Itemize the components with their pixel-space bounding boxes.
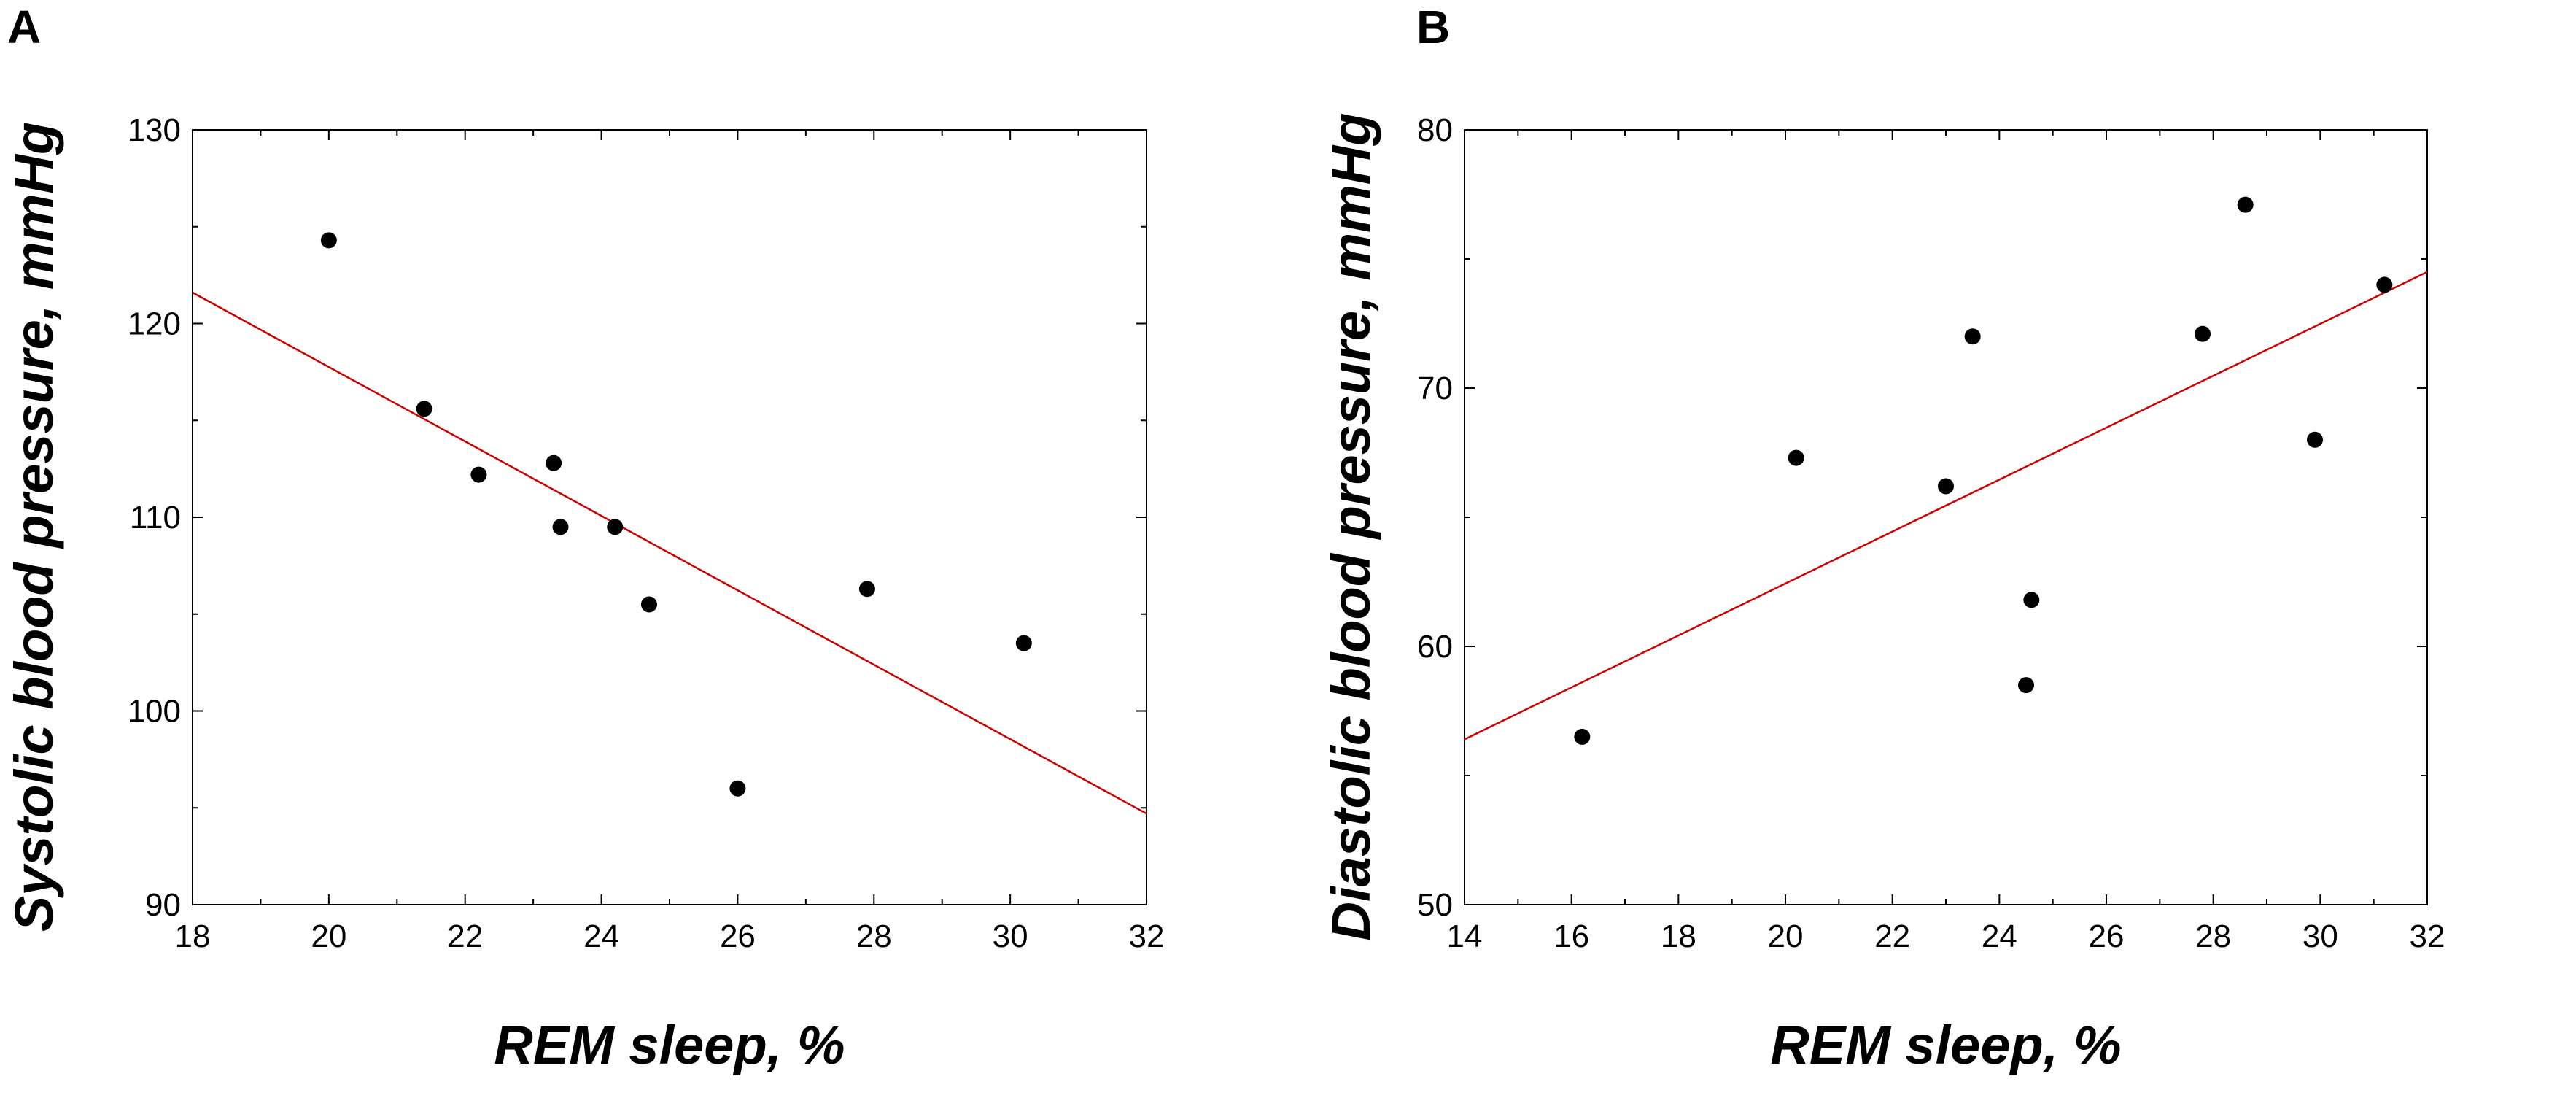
x-tick-label: 30 [993, 919, 1028, 954]
panel-label: B [1416, 1, 1451, 53]
x-tick-label: 20 [1768, 919, 1804, 954]
y-axis-title: Diastolic blood pressure, mmHg [1321, 113, 1381, 941]
x-tick-label: 16 [1553, 919, 1589, 954]
data-point [1938, 478, 1954, 495]
x-tick-label: 20 [311, 919, 346, 954]
x-tick-label: 30 [2303, 919, 2338, 954]
regression-line [1464, 271, 2428, 740]
data-point [1574, 728, 1591, 745]
x-tick-label: 18 [175, 919, 211, 954]
scatter-chart-a: 18 20 22 24 26 28 30 32 90 100 110 120 130 REM sleep,… [4, 112, 1165, 1075]
x-tick-label: 26 [2089, 919, 2125, 954]
data-point [546, 455, 562, 471]
x-axis-title: REM sleep, % [1770, 1015, 2121, 1075]
y-tick-label: 80 [1417, 112, 1453, 148]
data-point [2018, 677, 2034, 694]
data-point [2195, 325, 2211, 342]
x-tick-label: 24 [1982, 919, 2017, 954]
data-point [2023, 592, 2040, 608]
x-axis-title: REM sleep, % [494, 1015, 845, 1075]
data-point [2307, 431, 2323, 448]
x-tick-label: 26 [720, 919, 756, 954]
regression-line [192, 291, 1147, 815]
panel-label: A [7, 1, 42, 53]
x-tick-label: 24 [583, 919, 619, 954]
data-point [470, 466, 487, 483]
x-tick-label: 32 [1129, 919, 1165, 954]
data-point [2376, 276, 2393, 293]
y-axis-title: Systolic blood pressure, mmHg [4, 122, 64, 932]
y-tick-label: 90 [145, 887, 181, 923]
data-point [2237, 196, 2254, 213]
x-tick-label: 32 [2410, 919, 2445, 954]
x-tick-label: 18 [1661, 919, 1696, 954]
data-point [1015, 635, 1032, 651]
x-tick-label: 28 [2195, 919, 2231, 954]
x-tick-label: 22 [1874, 919, 1910, 954]
data-point [1788, 449, 1804, 466]
y-tick-label: 120 [128, 306, 181, 342]
data-point [1964, 328, 1981, 345]
data-point [607, 519, 624, 535]
scatter-chart-b: 14 16 18 20 22 24 26 28 30 32 50 60 70 80 REM sleep, %… [1321, 112, 2445, 1075]
data-point [552, 519, 569, 535]
y-tick-label: 130 [128, 112, 181, 148]
x-tick-label: 28 [856, 919, 892, 954]
x-tick-label: 14 [1447, 919, 1483, 954]
plot-frame [1464, 129, 2428, 905]
panel-a: A 18 20 22 24 26 28 30 32 90 100 110 120 130 REM slee… [4, 1, 1165, 1075]
y-tick-label: 110 [130, 500, 181, 535]
data-point [858, 581, 875, 598]
data-point [729, 780, 746, 797]
panel-b: B 14 16 18 20 22 24 26 28 30 32 50 60 70 80 REM sleep,… [1288, 0, 2576, 1106]
data-point [640, 596, 657, 613]
data-point [320, 232, 337, 249]
y-tick-label: 50 [1417, 887, 1453, 923]
data-point [416, 401, 432, 417]
y-tick-label: 60 [1417, 629, 1453, 665]
y-tick-label: 70 [1417, 371, 1453, 406]
y-tick-label: 100 [128, 694, 181, 730]
x-tick-label: 22 [447, 919, 483, 954]
plot-frame [192, 129, 1147, 905]
